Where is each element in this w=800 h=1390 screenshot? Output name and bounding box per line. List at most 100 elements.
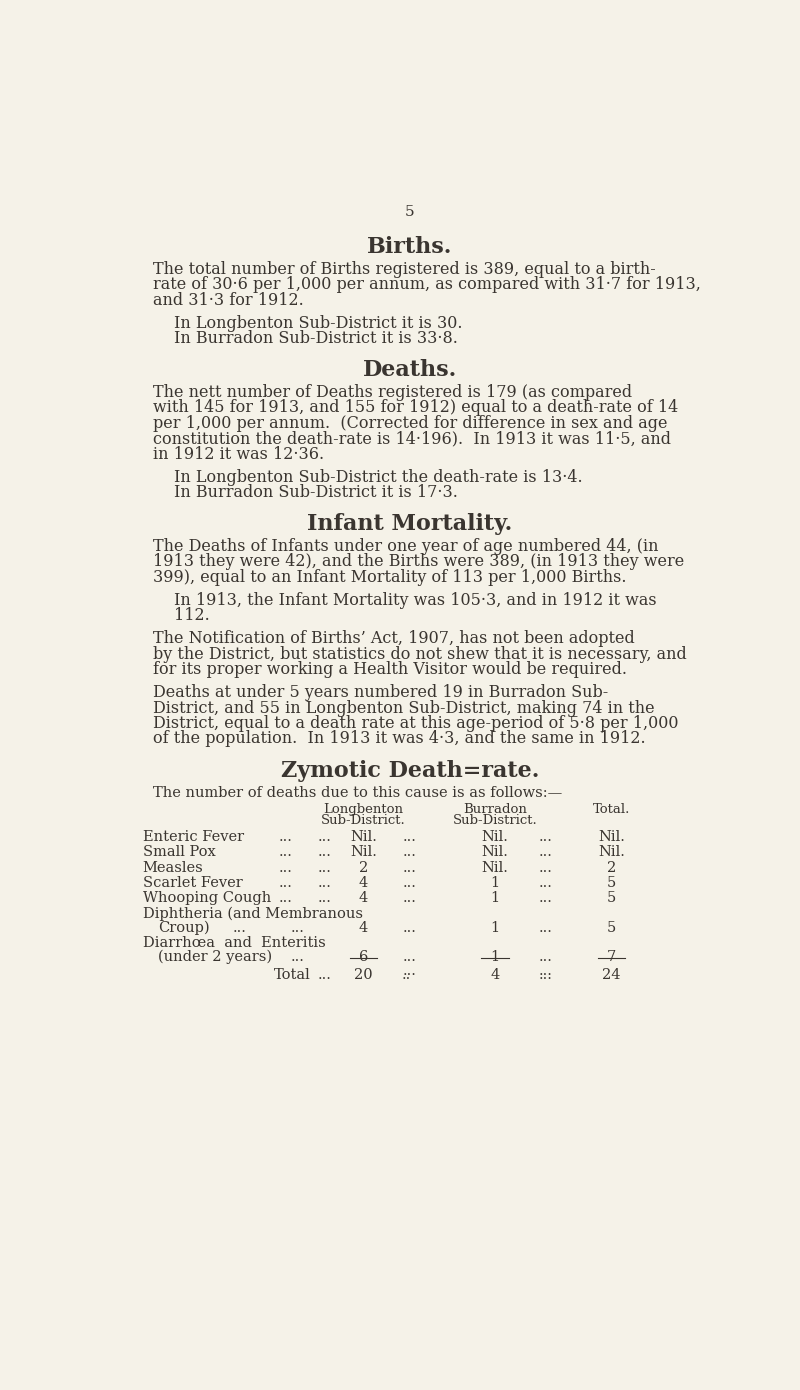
Text: 24: 24 (602, 969, 621, 983)
Text: ...: ... (538, 969, 553, 983)
Text: Whooping Cough: Whooping Cough (142, 891, 271, 905)
Text: (under 2 years): (under 2 years) (158, 949, 272, 965)
Text: The Notification of Births’ Act, 1907, has not been adopted: The Notification of Births’ Act, 1907, h… (153, 630, 634, 648)
Text: Diarrhœa  and  Enteritis: Diarrhœa and Enteritis (142, 935, 326, 949)
Text: Nil.: Nil. (482, 860, 509, 874)
Text: The number of deaths due to this cause is as follows:—: The number of deaths due to this cause i… (153, 785, 562, 799)
Text: ...: ... (318, 845, 332, 859)
Text: ...: ... (403, 963, 417, 977)
Text: per 1,000 per annum.  (Corrected for difference in sex and age: per 1,000 per annum. (Corrected for diff… (153, 414, 667, 432)
Text: 4: 4 (359, 920, 368, 934)
Text: In Burradon Sub-District it is 33·8.: In Burradon Sub-District it is 33·8. (174, 329, 458, 348)
Text: ...: ... (279, 891, 293, 905)
Text: 112.: 112. (174, 607, 210, 624)
Text: 1: 1 (490, 876, 500, 890)
Text: ...: ... (538, 949, 553, 963)
Text: 4: 4 (490, 969, 500, 983)
Text: Nil.: Nil. (350, 830, 377, 844)
Text: with 145 for 1913, and 155 for 1912) equal to a death-rate of 14: with 145 for 1913, and 155 for 1912) equ… (153, 399, 678, 417)
Text: 4: 4 (359, 891, 368, 905)
Text: Longbenton: Longbenton (323, 803, 403, 816)
Text: constitution the death-rate is 14·196).  In 1913 it was 11·5, and: constitution the death-rate is 14·196). … (153, 430, 670, 448)
Text: 1: 1 (490, 949, 500, 963)
Text: In Longbenton Sub-District it is 30.: In Longbenton Sub-District it is 30. (174, 314, 462, 332)
Text: Deaths.: Deaths. (363, 359, 457, 381)
Text: ..: .. (402, 969, 410, 983)
Text: 1: 1 (490, 920, 500, 934)
Text: Births.: Births. (367, 236, 453, 259)
Text: 2: 2 (607, 860, 616, 874)
Text: The Deaths of Infants under one year of age numbered 44, (in: The Deaths of Infants under one year of … (153, 538, 658, 555)
Text: ...: ... (538, 860, 553, 874)
Text: ...: ... (318, 876, 332, 890)
Text: ...: ... (318, 891, 332, 905)
Text: Sub-District.: Sub-District. (321, 815, 406, 827)
Text: The total number of Births registered is 389, equal to a birth-: The total number of Births registered is… (153, 261, 655, 278)
Text: In 1913, the Infant Mortality was 105·3, and in 1912 it was: In 1913, the Infant Mortality was 105·3,… (174, 592, 656, 609)
Text: 5: 5 (405, 206, 415, 220)
Text: ...: ... (403, 845, 417, 859)
Text: Deaths at under 5 years numbered 19 in Burradon Sub-: Deaths at under 5 years numbered 19 in B… (153, 684, 608, 701)
Text: ...: ... (538, 920, 553, 934)
Text: ...: ... (538, 845, 553, 859)
Text: Zymotic Death=rate.: Zymotic Death=rate. (281, 760, 539, 781)
Text: District, equal to a death rate at this age-period of 5·8 per 1,000: District, equal to a death rate at this … (153, 714, 678, 733)
Text: Sub-District.: Sub-District. (453, 815, 538, 827)
Text: 1: 1 (490, 891, 500, 905)
Text: ...: ... (538, 830, 553, 844)
Text: rate of 30·6 per 1,000 per annum, as compared with 31·7 for 1913,: rate of 30·6 per 1,000 per annum, as com… (153, 277, 701, 293)
Text: ...: ... (538, 891, 553, 905)
Text: in 1912 it was 12·36.: in 1912 it was 12·36. (153, 446, 324, 463)
Text: ...: ... (279, 876, 293, 890)
Text: 6: 6 (359, 949, 368, 963)
Text: Total: Total (274, 969, 311, 983)
Text: Nil.: Nil. (482, 830, 509, 844)
Text: 5: 5 (607, 920, 616, 934)
Text: 4: 4 (359, 876, 368, 890)
Text: 1913 they were 42), and the Births were 389, (in 1913 they were: 1913 they were 42), and the Births were … (153, 553, 684, 570)
Text: Infant Mortality.: Infant Mortality. (307, 513, 513, 535)
Text: In Longbenton Sub-District the death-rate is 13·4.: In Longbenton Sub-District the death-rat… (174, 468, 582, 485)
Text: ...: ... (233, 920, 246, 934)
Text: ...: ... (290, 949, 305, 963)
Text: Scarlet Fever: Scarlet Fever (142, 876, 242, 890)
Text: ...: ... (403, 830, 417, 844)
Text: 5: 5 (607, 891, 616, 905)
Text: 20: 20 (354, 969, 373, 983)
Text: of the population.  In 1913 it was 4·3, and the same in 1912.: of the population. In 1913 it was 4·3, a… (153, 730, 646, 748)
Text: In Burradon Sub-District it is 17·3.: In Burradon Sub-District it is 17·3. (174, 484, 458, 500)
Text: by the District, but statistics do not shew that it is necessary, and: by the District, but statistics do not s… (153, 646, 686, 663)
Text: The nett number of Deaths registered is 179 (as compared: The nett number of Deaths registered is … (153, 384, 632, 400)
Text: District, and 55 in Longbenton Sub-District, making 74 in the: District, and 55 in Longbenton Sub-Distr… (153, 699, 654, 717)
Text: Total.: Total. (593, 803, 630, 816)
Text: ...: ... (538, 963, 553, 977)
Text: Measles: Measles (142, 860, 203, 874)
Text: Burradon: Burradon (463, 803, 527, 816)
Text: ...: ... (290, 920, 305, 934)
Text: ...: ... (403, 891, 417, 905)
Text: 2: 2 (359, 860, 368, 874)
Text: Nil.: Nil. (482, 845, 509, 859)
Text: ...: ... (279, 830, 293, 844)
Text: Croup): Croup) (158, 920, 210, 935)
Text: 5: 5 (607, 876, 616, 890)
Text: Small Pox: Small Pox (142, 845, 215, 859)
Text: ...: ... (403, 876, 417, 890)
Text: ...: ... (279, 845, 293, 859)
Text: Diphtheria (and Membranous: Diphtheria (and Membranous (142, 906, 362, 922)
Text: ...: ... (403, 920, 417, 934)
Text: ...: ... (318, 969, 332, 983)
Text: 399), equal to an Infant Mortality of 113 per 1,000 Births.: 399), equal to an Infant Mortality of 11… (153, 569, 626, 585)
Text: Enteric Fever: Enteric Fever (142, 830, 244, 844)
Text: Nil.: Nil. (350, 845, 377, 859)
Text: 7: 7 (607, 949, 616, 963)
Text: Nil.: Nil. (598, 830, 625, 844)
Text: ...: ... (403, 860, 417, 874)
Text: Nil.: Nil. (598, 845, 625, 859)
Text: for its proper working a Health Visitor would be required.: for its proper working a Health Visitor … (153, 662, 626, 678)
Text: ...: ... (403, 949, 417, 963)
Text: ...: ... (318, 860, 332, 874)
Text: and 31·3 for 1912.: and 31·3 for 1912. (153, 292, 303, 309)
Text: ...: ... (279, 860, 293, 874)
Text: ...: ... (318, 830, 332, 844)
